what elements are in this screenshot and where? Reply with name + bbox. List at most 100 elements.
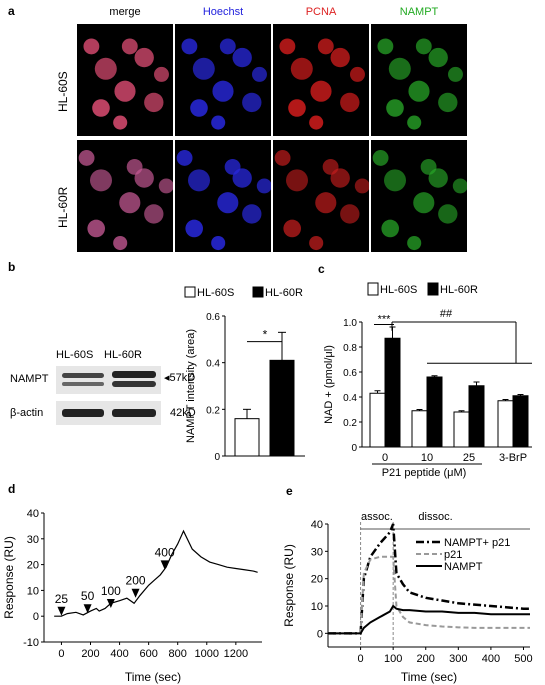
series-line xyxy=(328,555,530,635)
x-tick-label: 600 xyxy=(139,648,157,660)
cell xyxy=(252,66,267,82)
blot-size-57kd-text: 57kD xyxy=(169,372,196,384)
micrograph-cells xyxy=(377,38,463,130)
cell xyxy=(134,47,154,68)
blot-band xyxy=(112,409,156,417)
y-axis-label: NAMPT intensity (area) xyxy=(185,329,197,443)
y-tick-label: 0.4 xyxy=(206,359,220,370)
cell xyxy=(92,99,110,117)
micrograph-cells xyxy=(372,150,467,251)
blot-band xyxy=(112,371,156,378)
bar xyxy=(512,395,529,448)
legend-label: HL-60S xyxy=(197,287,234,299)
panel-c-label: c xyxy=(318,262,325,276)
bar xyxy=(384,337,401,448)
x-axis-label: P21 peptide (μM) xyxy=(382,467,467,479)
bar xyxy=(468,385,485,448)
x-tick-label: 1200 xyxy=(224,648,248,660)
injection-arrow xyxy=(106,599,115,609)
y-tick-label: 30 xyxy=(27,534,39,546)
assoc-label: assoc. xyxy=(361,511,393,523)
y-tick-label: 0 xyxy=(351,443,357,454)
cell xyxy=(242,92,262,113)
cell xyxy=(315,192,337,214)
micrograph-cells xyxy=(279,38,365,130)
cell xyxy=(381,219,399,238)
cell xyxy=(407,236,422,251)
legend-label: HL-60R xyxy=(265,287,303,299)
micrograph-tile xyxy=(175,140,271,252)
cell xyxy=(377,38,394,55)
cell xyxy=(144,204,164,224)
x-tick-label: 500 xyxy=(514,653,532,665)
cell xyxy=(192,57,215,80)
legend-label: HL-60R xyxy=(440,284,478,296)
cell xyxy=(87,219,105,238)
micrograph-cells xyxy=(176,150,271,251)
concentration-label: 100 xyxy=(101,584,121,598)
chart-b: HL-60S HL-60R 0 0.2 0.4 0.6 * NAMPT intensity (… xyxy=(184,286,305,463)
legend-label: NAMPT xyxy=(444,561,483,573)
blot-row-nampt: NAMPT xyxy=(10,373,49,385)
cell xyxy=(428,47,448,68)
series-line xyxy=(328,523,530,635)
cell xyxy=(78,150,95,166)
cell xyxy=(279,38,296,55)
y-axis-label: Response (RU) xyxy=(282,544,296,627)
injection-arrow xyxy=(131,588,140,598)
cell xyxy=(420,158,437,175)
x-tick-label: 300 xyxy=(449,653,467,665)
concentration-label: 50 xyxy=(81,589,95,603)
cell xyxy=(211,115,226,130)
micrograph-tile xyxy=(371,24,467,136)
chart-c: HL-60S HL-60R 0 0.2 0.4 0.6 0.8 1.0 0 10 25 3-BrP **… xyxy=(323,282,532,479)
cell xyxy=(286,169,308,192)
y-tick-label: 40 xyxy=(311,519,323,531)
cell xyxy=(90,169,112,192)
micrograph-tile xyxy=(175,24,271,136)
micrograph-cells xyxy=(274,150,369,251)
injection-arrow xyxy=(57,606,66,616)
cell xyxy=(144,92,164,113)
legend-label: HL-60S xyxy=(380,284,417,296)
series-line xyxy=(328,604,530,635)
bar xyxy=(234,418,260,457)
significance-stars: *** xyxy=(378,314,392,326)
cell xyxy=(407,115,422,130)
legend-swatch xyxy=(184,286,196,298)
x-tick-label: 400 xyxy=(110,648,128,660)
channel-label-merge: merge xyxy=(109,6,141,18)
bar xyxy=(453,411,470,448)
y-tick-label: 0 xyxy=(317,628,323,640)
micrograph-cells xyxy=(78,150,173,251)
cell xyxy=(185,219,203,238)
concentration-label: 400 xyxy=(155,545,175,559)
legend-swatch xyxy=(252,286,264,298)
y-tick-label: -10 xyxy=(23,637,39,649)
channel-label-hoechst: Hoechst xyxy=(202,6,244,18)
cell xyxy=(438,204,458,224)
y-tick-label: 1.0 xyxy=(343,318,357,329)
legend-label: NAMPT+ p21 xyxy=(444,537,510,549)
cell xyxy=(330,168,350,188)
cell xyxy=(452,178,467,194)
cell xyxy=(330,47,350,68)
x-axis-label: Time (sec) xyxy=(401,670,457,684)
x-tick-label: 100 xyxy=(384,653,402,665)
cell xyxy=(242,204,262,224)
x-tick-label: 10 xyxy=(421,452,433,464)
cell xyxy=(113,236,128,251)
cell xyxy=(428,168,448,188)
cell xyxy=(415,38,432,55)
row-label-hl60r: HL-60R xyxy=(56,186,70,228)
micrograph-cells xyxy=(83,38,169,130)
y-tick-label: 40 xyxy=(27,508,39,520)
cell xyxy=(340,204,360,224)
y-tick-label: 0.8 xyxy=(343,343,357,354)
cell xyxy=(113,115,128,130)
bar xyxy=(411,410,428,448)
y-axis-label: Response (RU) xyxy=(2,536,16,619)
cell xyxy=(354,178,369,194)
cell xyxy=(408,80,430,102)
channel-label-nampt: NAMPT xyxy=(399,6,439,18)
